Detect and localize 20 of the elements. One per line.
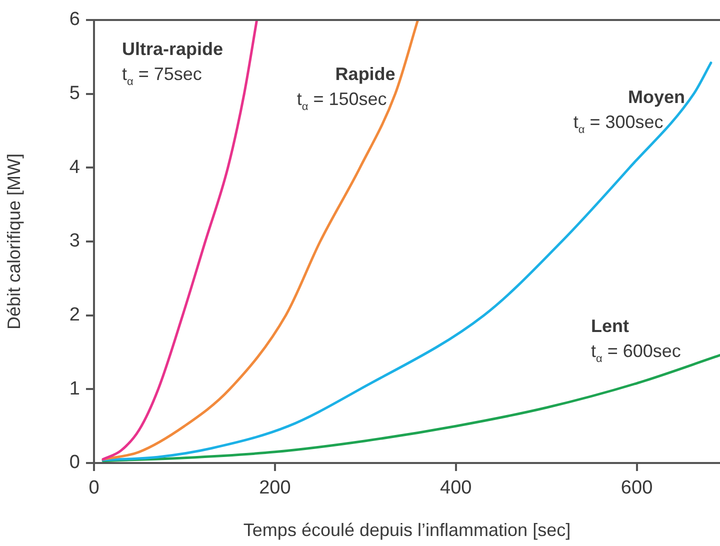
y-tick-label: 1 <box>69 378 80 400</box>
text: Lent <box>591 316 629 336</box>
y-tick-label: 6 <box>69 9 80 30</box>
x-tick-label: 0 <box>88 478 100 499</box>
line-series <box>102 20 420 461</box>
y-tick-label: 0 <box>69 452 80 474</box>
y-tick-label: 2 <box>69 304 80 326</box>
y-tick-label: 3 <box>69 230 80 252</box>
x-axis-title: Temps écoulé depuis l’inflammation [sec] <box>243 520 571 540</box>
y-tick-label: 4 <box>69 156 80 178</box>
y-axis-title: Débit calorifique [MW] <box>4 153 24 330</box>
y-tick-label: 5 <box>69 83 80 104</box>
x-tick-label: 400 <box>440 478 472 499</box>
x-tick-label: 600 <box>620 478 653 499</box>
series-label: Moyen <box>628 87 686 107</box>
line-series <box>102 62 712 462</box>
line-series <box>102 20 258 461</box>
series-label: Ultra-rapide <box>122 39 224 59</box>
series-label: Rapide <box>335 64 396 84</box>
x-tick-label: 200 <box>259 478 291 499</box>
